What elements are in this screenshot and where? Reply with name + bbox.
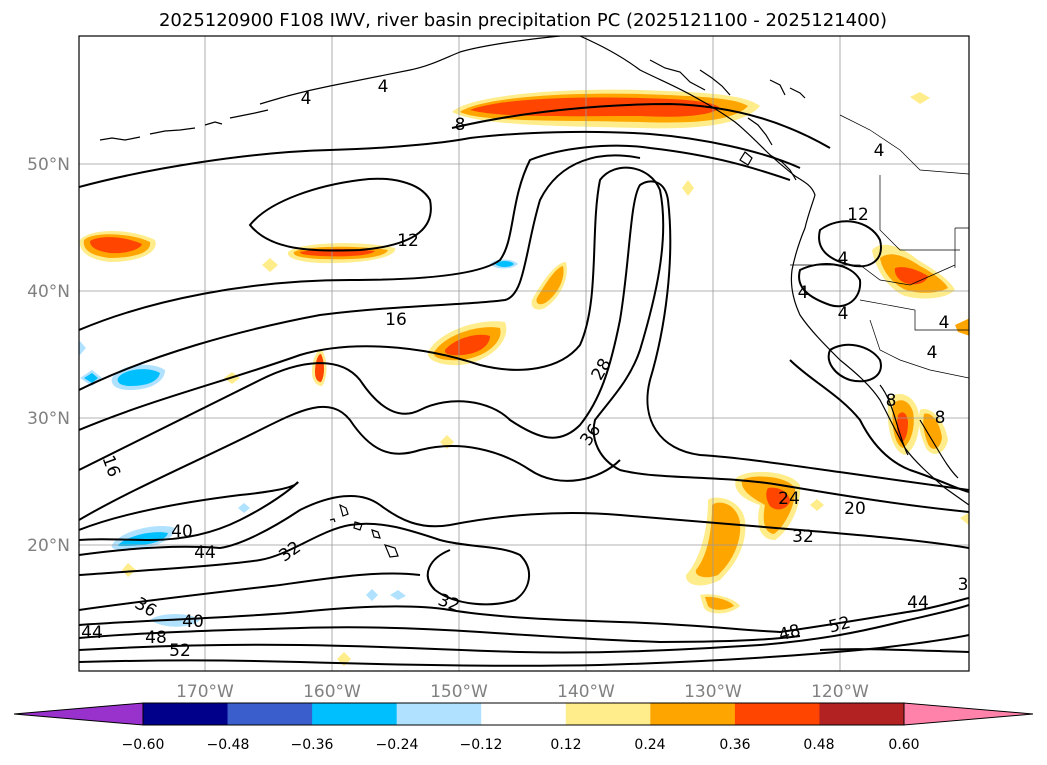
colorbar-tick-label: 0.12 bbox=[550, 737, 581, 753]
contour-label: 44 bbox=[907, 593, 929, 613]
positive-anomaly-region bbox=[685, 497, 746, 614]
contour-label: 12 bbox=[397, 231, 419, 251]
colorbar-tick-label: 0.48 bbox=[803, 737, 834, 753]
contour-label: 4 bbox=[378, 77, 389, 97]
positive-anomaly-region bbox=[79, 231, 156, 262]
map-frame bbox=[78, 35, 970, 672]
latitude-labels: 50°N 40°N 30°N 20°N bbox=[27, 155, 70, 556]
contour-label: 4 bbox=[838, 304, 849, 324]
colorbar-segment bbox=[650, 703, 736, 725]
contour-label: 4 bbox=[939, 313, 950, 333]
colorbar-segment bbox=[396, 703, 482, 725]
positive-anomaly-region bbox=[122, 92, 969, 666]
contour-label: 20 bbox=[844, 499, 866, 519]
contour-label: 44 bbox=[194, 543, 216, 563]
contour-label: 4 bbox=[838, 249, 849, 269]
graticule bbox=[79, 36, 969, 671]
positive-anomaly-region bbox=[735, 471, 801, 540]
map-panel: 4 4 8 4 12 12 4 4 4 4 4 16 28 36 16 40 4… bbox=[27, 35, 970, 702]
negative-anomaly-region bbox=[79, 259, 518, 627]
colorbar-segment bbox=[143, 703, 229, 725]
contour-label: 8 bbox=[935, 408, 946, 428]
colorbar-tick-label: −0.24 bbox=[376, 737, 419, 753]
positive-anomaly-region bbox=[872, 244, 955, 299]
colorbar-segment bbox=[227, 703, 313, 725]
contour-label: 52 bbox=[169, 641, 191, 661]
colorbar-segments bbox=[14, 703, 1033, 725]
contour-label: 32 bbox=[435, 590, 462, 616]
contour-label: 48 bbox=[145, 628, 167, 648]
colorbar-segment bbox=[312, 703, 398, 725]
contour-label: 8 bbox=[455, 115, 466, 135]
contour-label: 3 bbox=[958, 575, 969, 595]
positive-anomaly-region bbox=[427, 321, 507, 366]
lon-label: 130°W bbox=[684, 682, 742, 702]
contour-label: 32 bbox=[276, 538, 305, 567]
colorbar-tick-label: 0.24 bbox=[634, 737, 665, 753]
coastlines bbox=[99, 36, 969, 558]
contour-label: 16 bbox=[98, 453, 124, 480]
lon-label: 160°W bbox=[303, 682, 361, 702]
contour-label: 8 bbox=[886, 391, 897, 411]
colorbar-tick-label: 0.36 bbox=[719, 737, 750, 753]
lat-label: 30°N bbox=[27, 409, 70, 429]
colorbar-ticks: −0.60 −0.48 −0.36 −0.24 −0.12 0.12 0.24 … bbox=[122, 737, 920, 753]
precip-shading bbox=[79, 89, 969, 666]
contour-label: 40 bbox=[182, 612, 204, 632]
contour-label: 4 bbox=[798, 283, 809, 303]
contour-label: 44 bbox=[81, 623, 103, 643]
figure-title: 2025120900 F108 IWV, river basin precipi… bbox=[159, 10, 887, 31]
colorbar-segment bbox=[734, 703, 820, 725]
colorbar-frame bbox=[142, 702, 905, 726]
lon-label: 120°W bbox=[811, 682, 869, 702]
contour-label: 32 bbox=[792, 527, 814, 547]
colorbar-tick-label: −0.36 bbox=[291, 737, 334, 753]
contour-label: 12 bbox=[847, 205, 869, 225]
colorbar: −0.60 −0.48 −0.36 −0.24 −0.12 0.12 0.24 … bbox=[13, 702, 1034, 753]
longitude-labels: 170°W 160°W 150°W 140°W 130°W 120°W bbox=[176, 682, 869, 702]
colorbar-segment bbox=[904, 703, 1033, 725]
contour-label: 4 bbox=[927, 343, 938, 363]
colorbar-segment bbox=[481, 703, 567, 725]
colorbar-tick-label: −0.12 bbox=[460, 737, 503, 753]
lon-label: 150°W bbox=[430, 682, 488, 702]
colorbar-tick-label: 0.60 bbox=[888, 737, 919, 753]
lat-label: 50°N bbox=[27, 155, 70, 175]
colorbar-tick-label: −0.48 bbox=[207, 737, 250, 753]
contour-label: 24 bbox=[778, 489, 800, 509]
iwv-contours bbox=[79, 102, 969, 667]
contour-label: 4 bbox=[874, 141, 885, 161]
positive-anomaly-region bbox=[887, 394, 948, 455]
colorbar-segment bbox=[14, 703, 143, 725]
lat-label: 20°N bbox=[27, 536, 70, 556]
positive-anomaly-region bbox=[531, 262, 567, 310]
contour-label: 4 bbox=[301, 89, 312, 109]
contour-label: 16 bbox=[385, 310, 407, 330]
contour-label: 40 bbox=[171, 522, 193, 542]
colorbar-tick-label: −0.60 bbox=[122, 737, 165, 753]
positive-anomaly-region bbox=[452, 89, 760, 129]
colorbar-segment bbox=[565, 703, 651, 725]
positive-anomaly-region bbox=[312, 350, 327, 386]
lat-label: 40°N bbox=[27, 282, 70, 302]
lon-label: 140°W bbox=[557, 682, 615, 702]
colorbar-segment bbox=[819, 703, 905, 725]
lon-label: 170°W bbox=[176, 682, 234, 702]
positive-anomaly-region bbox=[287, 243, 396, 264]
